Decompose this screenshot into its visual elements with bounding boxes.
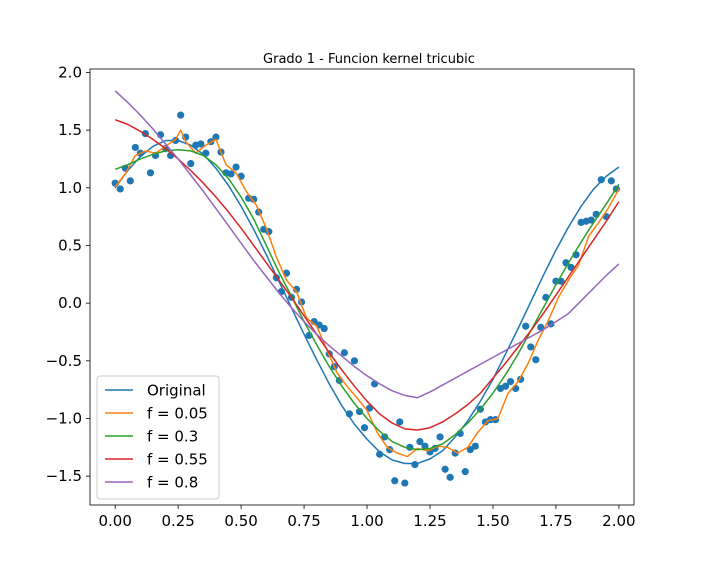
series-line-3 bbox=[114, 119, 620, 431]
series-line-2 bbox=[114, 148, 620, 451]
x-tick-label: 1.50 bbox=[476, 512, 509, 530]
scatter-point bbox=[401, 479, 409, 487]
y-tick-label: 0.0 bbox=[58, 294, 82, 312]
x-tick-label: 0.50 bbox=[224, 512, 257, 530]
scatter-point bbox=[396, 418, 404, 426]
scatter-point bbox=[340, 349, 348, 357]
scatter-point bbox=[350, 357, 359, 365]
x-tick-label: 0.25 bbox=[161, 512, 194, 530]
scatter-point bbox=[116, 185, 124, 193]
legend-label: f = 0.05 bbox=[147, 405, 208, 423]
scatter-point bbox=[461, 467, 469, 476]
series-line-4 bbox=[114, 90, 620, 399]
y-tick-label: −1.0 bbox=[46, 409, 82, 427]
scatter-point bbox=[391, 477, 399, 485]
scatter-point bbox=[197, 140, 205, 148]
scatter-point bbox=[146, 169, 155, 177]
scatter-point bbox=[436, 433, 444, 441]
x-tick-label: 1.75 bbox=[539, 512, 572, 530]
scatter-point bbox=[177, 111, 185, 119]
scatter-point bbox=[232, 163, 240, 171]
legend-box bbox=[96, 375, 220, 500]
y-tick-label: 1.0 bbox=[58, 179, 82, 197]
scatter-point bbox=[345, 410, 354, 418]
scatter-point bbox=[506, 377, 515, 386]
scatter-point bbox=[421, 442, 429, 450]
legend: Original f = 0.05 f = 0.3 f = 0.55 f = 0.8 bbox=[96, 375, 220, 500]
scatter-point bbox=[126, 177, 134, 185]
legend-label: f = 0.55 bbox=[147, 451, 208, 469]
scatter-point bbox=[527, 343, 535, 351]
scatter-point bbox=[441, 465, 449, 473]
y-tick-label: −1.5 bbox=[46, 467, 82, 485]
scatter-point bbox=[501, 382, 510, 390]
plot-area bbox=[111, 90, 620, 487]
legend-label: Original bbox=[147, 382, 206, 400]
y-tick-label: 2.0 bbox=[58, 63, 82, 81]
y-tick-label: −0.5 bbox=[46, 352, 82, 370]
scatter-point bbox=[212, 133, 220, 141]
x-tick-label: 0.75 bbox=[287, 512, 320, 530]
scatter-point bbox=[320, 324, 328, 333]
plot-frame bbox=[89, 68, 635, 506]
x-tick-label: 1.00 bbox=[350, 512, 383, 530]
scatter-point bbox=[416, 437, 424, 446]
axes: 0.00 0.25 0.50 0.75 1.00 1.25 1.50 1.75 2.00 −1.5… bbox=[46, 63, 636, 530]
scatter-point bbox=[446, 473, 454, 481]
scatter-point bbox=[187, 159, 195, 168]
scatter-point bbox=[250, 195, 258, 203]
scatter-point bbox=[411, 461, 419, 469]
series-line-1 bbox=[114, 129, 620, 458]
scatter-point bbox=[292, 285, 301, 293]
scatter-point bbox=[607, 177, 615, 185]
scatter-point bbox=[471, 442, 479, 450]
scatter-point bbox=[587, 216, 595, 224]
x-tick-label: 2.00 bbox=[602, 512, 635, 530]
scatter-point bbox=[512, 384, 520, 393]
scatter-point bbox=[522, 322, 530, 330]
plot-content bbox=[111, 90, 620, 487]
scatter-point bbox=[597, 176, 605, 184]
y-tick-label: 0.5 bbox=[58, 236, 82, 254]
x-tick-label: 1.25 bbox=[413, 512, 446, 530]
x-tick-label: 0.00 bbox=[98, 512, 131, 530]
legend-label: f = 0.8 bbox=[147, 474, 198, 492]
scatter-point bbox=[532, 356, 540, 364]
legend-label: f = 0.3 bbox=[147, 428, 198, 446]
scatter-point bbox=[537, 323, 545, 331]
scatter-point bbox=[360, 424, 369, 432]
scatter-point bbox=[355, 407, 364, 416]
scatter-point bbox=[466, 446, 474, 454]
scatter-point bbox=[227, 170, 235, 178]
y-tick-label: 1.5 bbox=[58, 121, 82, 139]
scatter-point bbox=[381, 433, 389, 441]
chart-title: Grado 1 - Funcion kernel tricubic bbox=[263, 52, 475, 67]
scatter-point bbox=[131, 143, 139, 152]
